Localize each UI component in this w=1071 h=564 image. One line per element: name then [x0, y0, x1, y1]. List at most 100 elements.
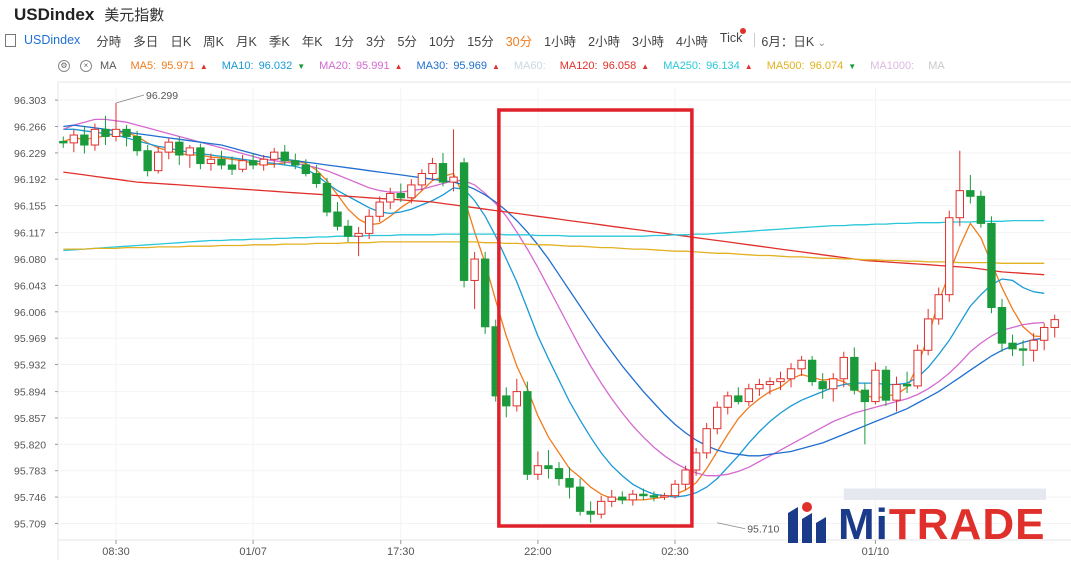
ma-legend-item[interactable]: MA30: 95.969 ▲ — [417, 60, 500, 72]
ma-legend-value: 95.971 — [161, 60, 195, 72]
ma-legend-name: MA500: — [766, 60, 805, 72]
mitrade-logo-icon — [788, 502, 826, 543]
period-item-16[interactable]: 4小時 — [675, 34, 708, 49]
candle-body-up — [670, 483, 680, 497]
ma-legend-item[interactable]: MA250: 96.134 ▲ — [663, 60, 753, 72]
period-item-0[interactable]: 分時 — [96, 34, 122, 49]
collapse-toggle[interactable] — [5, 33, 16, 47]
period-item-5[interactable]: 季K — [268, 34, 290, 49]
ma-line-ma20 — [63, 118, 1045, 477]
period-item-17[interactable]: Tick — [720, 27, 747, 50]
high-annotation: 96.299 — [146, 90, 178, 102]
ma-legend-item[interactable]: MA10: 96.032 ▼ — [222, 60, 305, 72]
candle-body-down — [565, 478, 574, 488]
period-item-2[interactable]: 日K — [170, 34, 192, 49]
period-item-12[interactable]: 30分 — [505, 34, 533, 49]
candle-body-down — [333, 211, 342, 227]
candle-body-up — [417, 173, 427, 186]
range-dropdown[interactable]: 6月：日K ⌄ — [761, 31, 826, 50]
candle-body-down — [312, 173, 321, 185]
y-tick-label: 95.709 — [14, 518, 46, 530]
mitrade-watermark: MiTRADE — [782, 500, 1045, 550]
period-item-1[interactable]: 多日 — [133, 34, 159, 49]
period-item-7[interactable]: 1分 — [334, 34, 354, 49]
ma-legend-name: MA — [928, 60, 945, 72]
toolbar-symbol-link[interactable]: USDindex — [24, 33, 81, 47]
ma-legend-item[interactable]: MA60: — [514, 60, 546, 72]
x-tick-label: 08:30 — [102, 546, 130, 558]
ma-legend-value: 96.058 — [602, 60, 637, 72]
candle-body-up — [892, 383, 901, 401]
ma-line-ma10 — [63, 128, 1045, 498]
y-tick-label: 96.266 — [14, 121, 46, 133]
y-tick-label: 96.117 — [14, 228, 45, 240]
title-bar: USDindex 美元指數 — [14, 4, 164, 28]
candle-body-down — [196, 147, 205, 165]
candle-body-down — [523, 391, 532, 475]
close-icon[interactable]: × — [80, 60, 92, 72]
period-toolbar: USDindex 分時 多日 日K 周K 月K 季K 年K 1分 3分 5分 10分 15分 30分 1小… — [0, 27, 1071, 52]
candle-body-down — [280, 151, 289, 162]
period-item-15[interactable]: 3小時 — [632, 34, 664, 49]
ma-line-ma250 — [63, 219, 1045, 252]
low-annotation: 95.710 — [747, 524, 779, 536]
candle-body-up — [238, 160, 247, 170]
candle-body-up — [660, 495, 669, 498]
price-band — [843, 488, 1046, 500]
candle-body-up — [428, 163, 437, 175]
period-item-13[interactable]: 1小時 — [544, 34, 577, 49]
x-tick-label: 01/10 — [862, 546, 890, 558]
candle-body-up — [713, 406, 722, 430]
period-item-6[interactable]: 年K — [301, 34, 323, 49]
candle-body-up — [364, 215, 374, 234]
ma-legend-item[interactable]: MA1000: — [870, 60, 914, 72]
ma-legend-item[interactable]: MA500: 96.074 ▼ — [767, 60, 857, 72]
ma-legend-name: MA10: — [221, 60, 254, 72]
ma-legend-item[interactable]: MA20: 95.991 ▲ — [319, 60, 402, 72]
ma-indicator-bar: ⚙ × MA MA5: 95.971 ▲ MA10: 96.032 ▼ MA20: 95.99… — [0, 56, 1071, 76]
ma-legend-item[interactable]: MA — [928, 60, 945, 72]
candle-body-down — [343, 225, 353, 237]
candle-body-up — [111, 128, 121, 137]
mitrade-wordmark: MiTRADE — [838, 500, 1046, 549]
candle-body-up — [839, 356, 848, 380]
ma-legend-name: MA1000: — [870, 60, 915, 72]
period-item-9[interactable]: 5分 — [397, 34, 417, 49]
period-item-10[interactable]: 10分 — [428, 34, 456, 49]
candle-body-down — [101, 128, 110, 137]
period-item-11[interactable]: 15分 — [467, 34, 494, 49]
ma-legend-item[interactable]: MA5: 95.971 ▲ — [131, 60, 208, 72]
x-tick-label: 01/07 — [239, 546, 267, 558]
candle-body-down — [502, 395, 511, 407]
candle-body-up — [934, 294, 943, 320]
x-tick-label: 22:00 — [524, 546, 552, 558]
candle-body-up — [449, 176, 458, 183]
ma-legend-name: MA20: — [319, 60, 351, 72]
period-item-4[interactable]: 月K — [236, 34, 257, 49]
period-item-14[interactable]: 2小時 — [588, 34, 621, 49]
candle-body-down — [122, 128, 131, 137]
candle-body-down — [860, 389, 870, 403]
symbol-name: 美元指數 — [104, 7, 165, 24]
ma-line-ma5 — [63, 131, 1045, 501]
candle-body-down — [966, 190, 975, 197]
candle-body-up — [1039, 326, 1049, 341]
ma-legend-item[interactable]: MA120: 96.058 ▲ — [560, 60, 650, 72]
ma-label: MA — [100, 60, 117, 72]
ma-legend-value: 96.134 — [706, 60, 740, 72]
candle-body-down — [438, 163, 448, 183]
y-tick-label: 95.969 — [14, 333, 46, 345]
period-item-8[interactable]: 3分 — [365, 34, 386, 49]
candle-body-down — [322, 183, 332, 213]
y-tick-label: 95.820 — [14, 439, 46, 451]
candle-body-down — [544, 465, 553, 470]
y-tick-label: 96.006 — [14, 307, 46, 319]
candle-body-down — [1008, 342, 1017, 350]
x-tick-label: 02:30 — [661, 546, 689, 558]
settings-icon[interactable]: ⚙ — [58, 60, 70, 72]
candle-body-up — [913, 349, 922, 387]
period-item-3[interactable]: 周K — [203, 34, 224, 49]
chevron-down-icon: ⌄ — [817, 37, 827, 49]
y-tick-label: 96.043 — [14, 280, 46, 292]
